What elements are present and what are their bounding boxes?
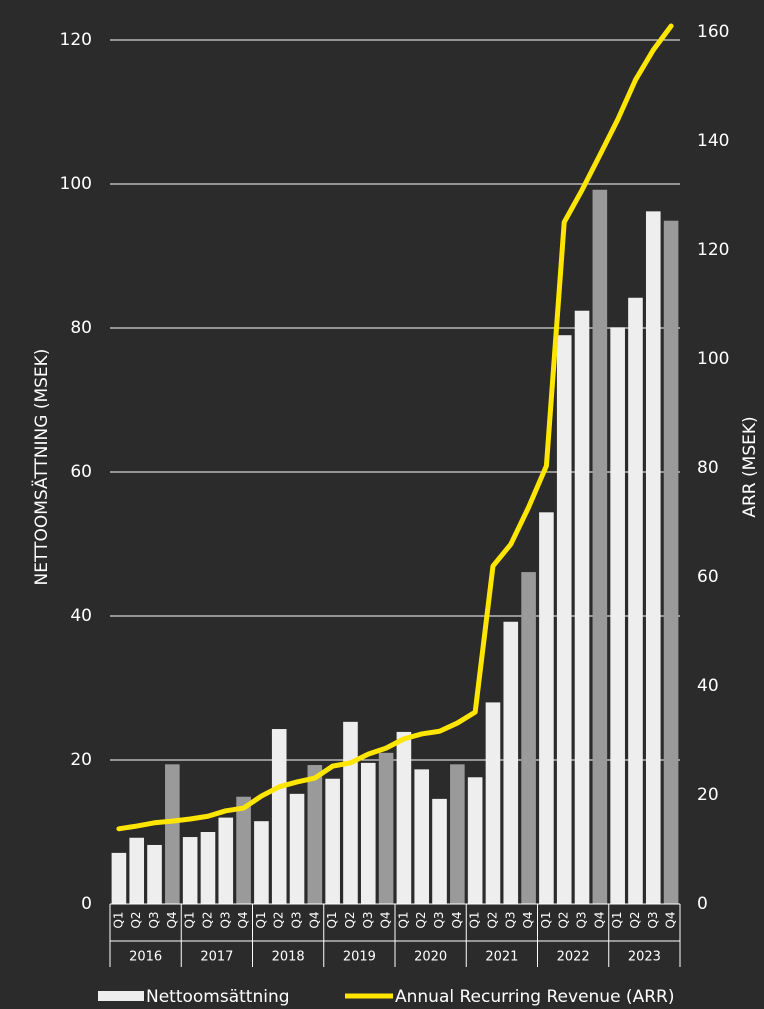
bar [574,310,590,905]
y2-tick-label: 20 [697,785,719,805]
y2-tick-label: 120 [697,240,729,260]
group-label: 2018 [272,950,305,965]
x-tick-label: Q2 [200,911,214,928]
group-label: 2023 [628,950,661,965]
bar [467,777,483,904]
legend-label: Nettoomsättning [146,987,290,1007]
bar [556,335,572,904]
x-tick-label: Q1 [396,911,410,928]
y-axis-title: NETTOOMSÄTTNING (MSEK) [31,349,52,586]
y-tick-label: 100 [60,174,92,194]
bar [521,572,536,904]
bar [254,821,269,904]
x-tick-label: Q2 [414,911,428,928]
y2-tick-label: 160 [697,22,729,42]
x-tick-label: Q3 [503,911,517,928]
y2-axis-title: ARR (MSEK) [740,416,760,517]
bar [378,752,394,904]
bar [218,817,234,904]
x-tick-label: Q1 [325,911,339,928]
x-tick-label: Q3 [575,911,589,928]
bar [592,189,608,904]
bar [360,762,376,904]
y-tick-label: 40 [70,606,92,626]
bar [147,844,162,904]
group-label: 2019 [343,950,376,965]
y-tick-label: 20 [70,750,92,770]
bar [663,220,679,905]
bar [628,297,643,904]
bar [503,621,519,904]
x-tick-label: Q2 [557,911,571,928]
bar [432,798,447,904]
bar [165,764,180,904]
x-tick-label: Q1 [254,911,268,928]
y-tick-label: 120 [60,30,92,50]
x-tick-label: Q1 [539,911,553,928]
bar [485,702,501,904]
x-tick-label: Q1 [111,911,125,928]
legend-label: Annual Recurring Revenue (ARR) [395,987,674,1007]
x-tick-label: Q3 [290,911,304,928]
bar [111,852,127,904]
x-tick-label: Q1 [183,911,197,928]
bar [539,512,554,904]
x-tick-label: Q4 [450,911,464,928]
x-tick-label: Q4 [165,911,179,928]
x-tick-label: Q2 [628,911,642,928]
bar [414,769,430,904]
x-tick-label: Q4 [307,911,321,928]
bar [271,729,287,904]
bar [129,837,145,904]
y2-tick-label: 100 [697,349,729,369]
x-tick-label: Q4 [236,911,250,928]
x-tick-label: Q4 [379,911,393,928]
y2-tick-label: 80 [697,458,719,478]
x-tick-label: Q4 [521,911,535,928]
bar [396,731,412,904]
x-tick-label: Q2 [343,911,357,928]
bar [645,211,661,905]
bar [182,837,198,904]
group-label: 2022 [557,950,590,965]
bar [343,721,358,904]
arr-line [116,23,674,832]
x-tick-label: Q2 [485,911,499,928]
y2-tick-label: 40 [697,676,719,696]
group-label: 2020 [414,950,447,965]
x-tick-label: Q3 [432,911,446,928]
bar [236,796,251,904]
y-tick-label: 60 [70,462,92,482]
x-tick-label: Q2 [272,911,286,928]
x-tick-label: Q3 [147,911,161,928]
x-tick-label: Q4 [592,911,606,928]
x-tick-label: Q3 [646,911,660,928]
bar [289,793,305,904]
group-label: 2021 [485,950,518,965]
x-tick-label: Q3 [218,911,232,928]
bar [610,327,625,904]
y-tick-label: 80 [70,318,92,338]
x-tick-label: Q4 [664,911,678,928]
y2-tick-label: 140 [697,131,729,151]
x-tick-label: Q3 [361,911,375,928]
bar [200,832,216,904]
group-label: 2016 [129,950,162,965]
y2-tick-label: 0 [697,894,708,914]
bar [307,765,323,904]
legend-swatch [98,991,144,1001]
bar [450,764,465,904]
x-tick-label: Q2 [129,911,143,928]
y2-tick-label: 60 [697,567,719,587]
y-tick-label: 0 [81,894,92,914]
bar [325,778,340,904]
x-tick-label: Q1 [468,911,482,928]
x-tick-label: Q1 [610,911,624,928]
group-label: 2017 [200,950,233,965]
